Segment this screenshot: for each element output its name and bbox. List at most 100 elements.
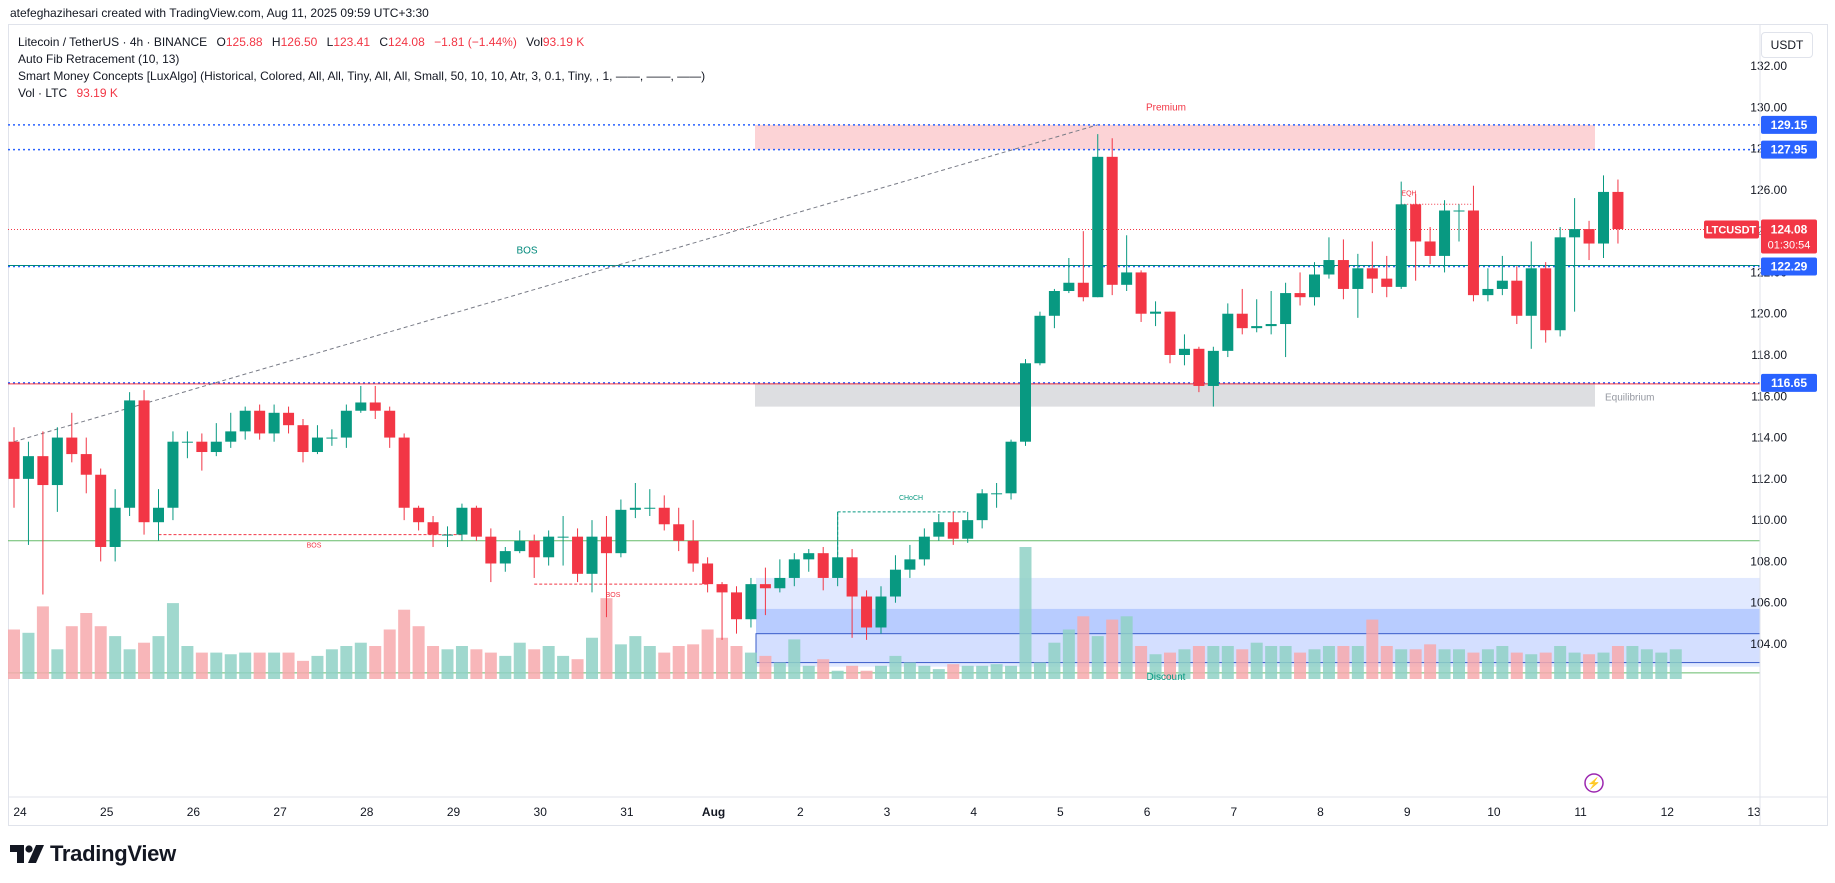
volume-bar (1033, 662, 1046, 679)
volume-bar (1655, 652, 1668, 679)
price-badge-129: 129.15 (1771, 118, 1808, 132)
indicator-smc[interactable]: Smart Money Concepts [LuxAlgo] (Historic… (18, 69, 706, 83)
volume-bar (484, 652, 497, 679)
volume-bar (831, 670, 844, 679)
label-bos-1: BOS (307, 543, 322, 550)
x-tick-label: 7 (1230, 805, 1237, 819)
volume-bar (1221, 646, 1234, 679)
fib-trend-line (13, 124, 1098, 443)
candle-body (384, 410, 396, 438)
volume-bar (210, 652, 223, 679)
volume-bar (961, 665, 974, 679)
volume-bar (629, 636, 642, 679)
currency-button[interactable]: USDT (1761, 32, 1813, 58)
volume-bar (398, 609, 411, 679)
volume-bar (846, 665, 859, 679)
indicator-fib[interactable]: Auto Fib Retracement (10, 13) (18, 52, 180, 66)
last-price-badge: 124.08 (1771, 222, 1808, 236)
candle-body (1525, 268, 1537, 316)
volume-bar (152, 636, 165, 679)
volume-bar (889, 655, 902, 679)
candle-body (889, 569, 901, 597)
y-tick-label: 114.00 (1751, 431, 1787, 445)
volume-bar (1250, 642, 1263, 679)
price-badge-127-bg (1761, 140, 1817, 159)
volume-bar (65, 626, 78, 679)
volume-bar (1178, 649, 1191, 679)
candle-body (962, 520, 974, 539)
candle-body (1236, 313, 1248, 329)
tradingview-logo-text: TradingView (50, 841, 176, 866)
volume-bar (1062, 629, 1075, 679)
volume-bar (1005, 665, 1018, 679)
volume-bar (1091, 636, 1104, 679)
volume-bar (875, 665, 887, 679)
volume-bar (1539, 652, 1552, 679)
volume-bar (1207, 646, 1220, 679)
close-label: C (379, 35, 389, 49)
volume-bar (22, 632, 35, 679)
label-bos-main: BOS (516, 245, 537, 256)
volume-bar (557, 655, 570, 679)
price-badge-129-bg (1761, 115, 1817, 134)
volume-bar (1308, 649, 1321, 679)
candle-body (326, 437, 338, 439)
high-label: H (271, 35, 281, 49)
volume-bar (701, 629, 714, 679)
candle-body (1222, 313, 1234, 351)
volume-bar (1077, 616, 1090, 679)
volume-bar (571, 659, 584, 679)
candle-body (1309, 274, 1320, 298)
x-tick-label: 27 (273, 805, 287, 819)
high-value: 126.50 (280, 35, 318, 49)
volume-bar (730, 646, 743, 679)
indicator-volume[interactable]: Vol · LTC 93.19 K (18, 85, 705, 102)
x-tick-label: 29 (447, 805, 461, 819)
candle-body (658, 507, 670, 525)
label-equilibrium: Equilibrium (1605, 392, 1654, 403)
candle-body (95, 474, 107, 547)
candle-body (499, 551, 511, 564)
candle-body (456, 507, 468, 535)
candle-body (1063, 282, 1075, 292)
volume-value: 93.19 K (542, 35, 585, 49)
candle-body (788, 559, 800, 578)
candle-body (1034, 315, 1046, 364)
x-tick-label: 11 (1574, 805, 1587, 819)
candle-body (210, 441, 222, 453)
candle-body (1135, 272, 1147, 314)
symbol-name[interactable]: Litecoin / TetherUS · 4h · BINANCE (18, 35, 208, 49)
price-badge-127: 127.95 (1771, 143, 1808, 157)
price-badge-122: 122.29 (1771, 259, 1808, 273)
x-tick-label: 6 (1144, 805, 1151, 819)
volume-bar (340, 646, 353, 679)
candle-body (745, 584, 757, 620)
chart-credit: atefeghazihesari created with TradingVie… (10, 6, 429, 20)
candle-body (528, 540, 540, 558)
volume-bar (1048, 642, 1061, 679)
candle-body (832, 557, 844, 578)
candle-body (413, 507, 425, 523)
legend-panel: Litecoin / TetherUS · 4h · BINANCE O125.… (18, 34, 705, 102)
volume-bar (499, 655, 512, 679)
volume-bar (643, 646, 656, 679)
x-tick-label: 8 (1317, 805, 1324, 819)
candle-body (1265, 324, 1277, 327)
candle-body (22, 456, 34, 479)
volume-bar (1294, 652, 1307, 679)
y-tick-label: 118.00 (1751, 348, 1787, 362)
volume-bar (918, 665, 931, 679)
low-label: L (326, 35, 334, 49)
candle-body (355, 402, 367, 411)
x-tick-label: 31 (620, 805, 634, 819)
candle-body (254, 410, 266, 434)
volume-bar (528, 649, 541, 679)
volume-bar (369, 646, 382, 679)
candle-body (297, 425, 309, 453)
volume-bar (138, 642, 151, 679)
volume-bar (1568, 652, 1581, 679)
candle-body (239, 410, 251, 432)
volume-bar (600, 598, 613, 679)
candle-body (991, 493, 1003, 495)
